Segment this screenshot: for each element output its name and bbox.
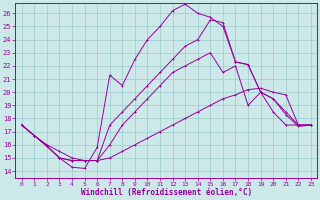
X-axis label: Windchill (Refroidissement éolien,°C): Windchill (Refroidissement éolien,°C) xyxy=(81,188,252,197)
